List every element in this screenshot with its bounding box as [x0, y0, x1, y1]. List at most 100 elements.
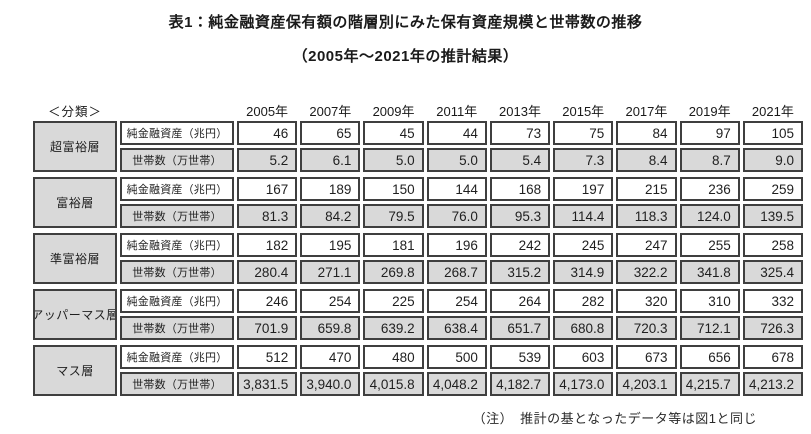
- households-value-2011: 5.0: [426, 148, 487, 172]
- assets-value-2005: 182: [237, 233, 298, 257]
- households-value-2021: 325.4: [742, 260, 803, 284]
- households-value-2019: 124.0: [679, 204, 740, 228]
- households-value-2011: 268.7: [426, 260, 487, 284]
- households-value-2015: 114.4: [553, 204, 614, 228]
- households-value-2005: 5.2: [237, 148, 298, 172]
- year-header-2021: 2021年: [751, 104, 794, 119]
- households-value-2013: 5.4: [489, 148, 551, 172]
- assets-value-2019: 255: [679, 233, 740, 257]
- assets-value-2021: 105: [742, 121, 803, 145]
- assets-value-2011: 144: [426, 177, 487, 201]
- assets-row-label: 純金融資産（兆円）: [120, 345, 234, 369]
- assets-value-2015: 75: [553, 121, 614, 145]
- households-value-2007: 271.1: [300, 260, 361, 284]
- households-value-2015: 4,173.0: [553, 372, 614, 396]
- households-value-2007: 6.1: [300, 148, 361, 172]
- households-value-2021: 4,213.2: [742, 372, 803, 396]
- assets-value-2015: 197: [553, 177, 614, 201]
- assets-value-2015: 282: [553, 289, 614, 313]
- assets-value-2019: 310: [679, 289, 740, 313]
- assets-value-2009: 181: [363, 233, 424, 257]
- households-value-2007: 659.8: [300, 316, 361, 340]
- households-value-2005: 3,831.5: [237, 372, 298, 396]
- year-header-2017: 2017年: [625, 104, 668, 119]
- year-header-2013: 2013年: [499, 104, 541, 119]
- assets-row-label: 純金融資産（兆円）: [120, 233, 234, 257]
- households-value-2013: 651.7: [489, 316, 551, 340]
- assets-value-2015: 245: [553, 233, 614, 257]
- tier-block-4: マス層 純金融資産（兆円） 512 470 480 500 539 603 673 656 678 世…: [33, 345, 803, 396]
- assets-value-2021: 678: [742, 345, 803, 369]
- assets-value-2005: 167: [237, 177, 298, 201]
- households-value-2011: 4,048.2: [426, 372, 487, 396]
- households-value-2021: 9.0: [742, 148, 803, 172]
- assets-value-2015: 603: [553, 345, 614, 369]
- assets-value-2013: 539: [489, 345, 551, 369]
- assets-value-2021: 258: [742, 233, 803, 257]
- households-value-2019: 4,215.7: [679, 372, 740, 396]
- assets-value-2011: 196: [426, 233, 487, 257]
- households-value-2017: 118.3: [616, 204, 677, 228]
- assets-value-2017: 247: [616, 233, 677, 257]
- households-value-2019: 712.1: [679, 316, 740, 340]
- households-value-2011: 638.4: [426, 316, 487, 340]
- assets-value-2013: 168: [489, 177, 551, 201]
- assets-value-2009: 225: [363, 289, 424, 313]
- assets-value-2007: 65: [300, 121, 361, 145]
- assets-value-2017: 673: [616, 345, 677, 369]
- year-header-2015: 2015年: [562, 104, 605, 119]
- households-value-2013: 315.2: [489, 260, 551, 284]
- households-value-2009: 4,015.8: [363, 372, 424, 396]
- households-value-2005: 280.4: [237, 260, 298, 284]
- table-body: 超富裕層 純金融資産（兆円） 46 65 45 44 73 75 84 97 105 世帯数（万世帯）…: [33, 121, 803, 396]
- tier-label: マス層: [33, 345, 117, 396]
- households-value-2017: 720.3: [616, 316, 677, 340]
- households-value-2009: 269.8: [363, 260, 424, 284]
- households-value-2007: 84.2: [300, 204, 361, 228]
- table-header-row: ＜分類＞ 2005年 2007年 2009年 2011年 2013年 2015年 2017年 2…: [33, 101, 803, 120]
- households-row-label: 世帯数（万世帯）: [120, 260, 234, 284]
- assets-row-label: 純金融資産（兆円）: [120, 289, 234, 313]
- assets-value-2007: 254: [300, 289, 361, 313]
- households-value-2017: 322.2: [616, 260, 677, 284]
- households-value-2015: 680.8: [553, 316, 614, 340]
- tier-block-0: 超富裕層 純金融資産（兆円） 46 65 45 44 73 75 84 97 105 世帯数（万世帯）…: [33, 121, 803, 172]
- households-value-2013: 95.3: [489, 204, 551, 228]
- year-header-2009: 2009年: [372, 104, 415, 119]
- header-spacer: [120, 101, 234, 120]
- footnote: （注） 推計の基となったデータ等は図1と同じ: [472, 411, 757, 426]
- year-header-2011: 2011年: [436, 104, 478, 119]
- households-value-2013: 4,182.7: [489, 372, 551, 396]
- assets-row-label: 純金融資産（兆円）: [120, 121, 234, 145]
- assets-value-2019: 97: [679, 121, 740, 145]
- year-header-2005: 2005年: [246, 104, 289, 119]
- households-value-2019: 8.7: [679, 148, 740, 172]
- assets-value-2009: 45: [363, 121, 424, 145]
- assets-value-2005: 46: [237, 121, 298, 145]
- households-value-2015: 7.3: [553, 148, 614, 172]
- households-value-2019: 341.8: [679, 260, 740, 284]
- tier-label: 準富裕層: [33, 233, 117, 284]
- assets-value-2017: 84: [616, 121, 677, 145]
- assets-value-2009: 150: [363, 177, 424, 201]
- data-table: ＜分類＞ 2005年 2007年 2009年 2011年 2013年 2015年 2017年 2…: [33, 101, 803, 401]
- households-row-label: 世帯数（万世帯）: [120, 204, 234, 228]
- assets-value-2017: 215: [616, 177, 677, 201]
- tier-block-3: アッパーマス層 純金融資産（兆円） 246 254 225 254 264 282 320 310…: [33, 289, 803, 340]
- classification-label: ＜分類＞: [47, 105, 102, 119]
- year-header-2007: 2007年: [309, 104, 352, 119]
- assets-value-2007: 470: [300, 345, 361, 369]
- assets-row-label: 純金融資産（兆円）: [120, 177, 234, 201]
- assets-value-2017: 320: [616, 289, 677, 313]
- assets-value-2007: 195: [300, 233, 361, 257]
- assets-value-2011: 254: [426, 289, 487, 313]
- assets-value-2013: 73: [489, 121, 551, 145]
- year-header-2019: 2019年: [688, 104, 731, 119]
- assets-value-2009: 480: [363, 345, 424, 369]
- assets-value-2007: 189: [300, 177, 361, 201]
- households-value-2009: 639.2: [363, 316, 424, 340]
- households-value-2009: 5.0: [363, 148, 424, 172]
- households-row-label: 世帯数（万世帯）: [120, 148, 234, 172]
- households-value-2005: 701.9: [237, 316, 298, 340]
- households-value-2021: 726.3: [742, 316, 803, 340]
